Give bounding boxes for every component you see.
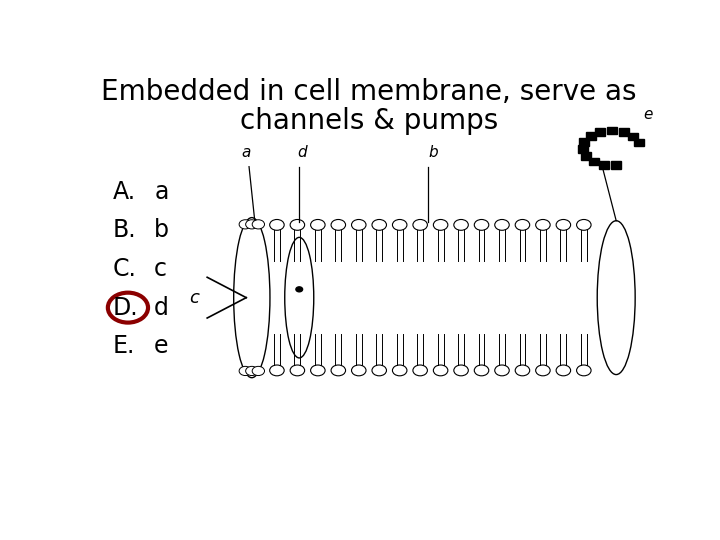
Circle shape: [577, 365, 591, 376]
Ellipse shape: [234, 218, 270, 377]
Text: e: e: [154, 334, 168, 359]
Bar: [629, 133, 639, 140]
Text: A.: A.: [112, 180, 135, 204]
Circle shape: [474, 365, 489, 376]
Circle shape: [310, 219, 325, 230]
Circle shape: [296, 287, 302, 292]
Text: C.: C.: [112, 257, 136, 281]
Circle shape: [252, 366, 264, 375]
Bar: [618, 129, 629, 136]
Bar: [580, 138, 590, 146]
Bar: [581, 152, 591, 160]
Circle shape: [351, 365, 366, 376]
Circle shape: [239, 220, 251, 229]
Bar: [577, 145, 588, 153]
Circle shape: [495, 365, 509, 376]
Text: channels & pumps: channels & pumps: [240, 107, 498, 135]
Circle shape: [290, 365, 305, 376]
Bar: [589, 158, 599, 165]
Circle shape: [392, 219, 407, 230]
Text: e: e: [644, 107, 653, 122]
Circle shape: [331, 219, 346, 230]
Bar: [634, 139, 644, 146]
Circle shape: [556, 219, 571, 230]
Circle shape: [310, 365, 325, 376]
Text: b: b: [428, 145, 438, 160]
Text: B.: B.: [112, 218, 136, 242]
Circle shape: [454, 219, 468, 230]
Bar: [611, 161, 621, 169]
Circle shape: [270, 219, 284, 230]
Text: d: d: [154, 295, 169, 320]
Ellipse shape: [284, 238, 314, 358]
Circle shape: [239, 366, 251, 375]
Text: a: a: [154, 180, 168, 204]
Circle shape: [516, 219, 530, 230]
Circle shape: [252, 220, 264, 229]
Circle shape: [246, 220, 258, 229]
Bar: [607, 127, 617, 134]
Circle shape: [474, 219, 489, 230]
Text: c: c: [189, 289, 199, 307]
Circle shape: [536, 219, 550, 230]
Text: c: c: [154, 257, 167, 281]
Circle shape: [454, 365, 468, 376]
Circle shape: [270, 365, 284, 376]
Ellipse shape: [597, 221, 635, 375]
Bar: [585, 132, 595, 140]
Circle shape: [372, 365, 387, 376]
Text: D.: D.: [112, 295, 138, 320]
Circle shape: [433, 365, 448, 376]
Circle shape: [516, 365, 530, 376]
Circle shape: [433, 219, 448, 230]
Circle shape: [246, 366, 258, 375]
Circle shape: [536, 365, 550, 376]
Circle shape: [413, 365, 428, 376]
Circle shape: [495, 219, 509, 230]
Bar: [599, 161, 609, 168]
Circle shape: [331, 365, 346, 376]
Circle shape: [290, 219, 305, 230]
Circle shape: [392, 365, 407, 376]
Text: d: d: [297, 145, 307, 160]
Circle shape: [372, 219, 387, 230]
Text: Embedded in cell membrane, serve as: Embedded in cell membrane, serve as: [102, 78, 636, 106]
Circle shape: [556, 365, 571, 376]
Text: b: b: [154, 218, 169, 242]
Circle shape: [413, 219, 428, 230]
Circle shape: [351, 219, 366, 230]
Circle shape: [577, 219, 591, 230]
Text: E.: E.: [112, 334, 135, 359]
Text: a: a: [241, 145, 251, 160]
Bar: [595, 128, 606, 136]
